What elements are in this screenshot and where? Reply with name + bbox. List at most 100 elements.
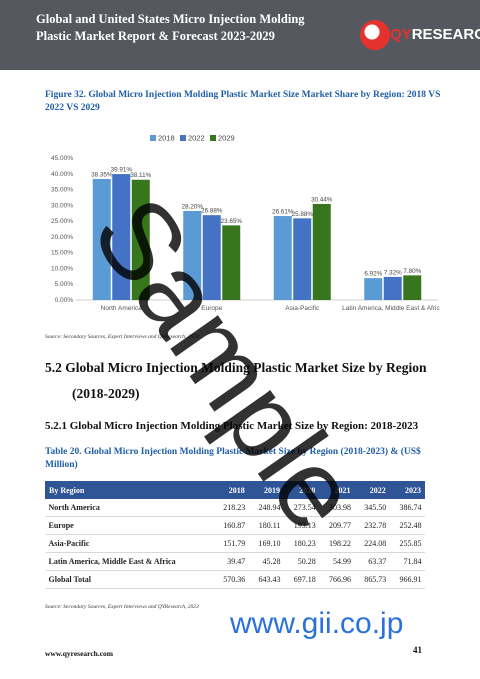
data-label: 23.65%	[221, 218, 243, 225]
table-row: Europe 160.87 180.11 193.13 209.77 232.78 252.…	[45, 516, 425, 535]
table-cell-region: North America	[45, 498, 214, 517]
bar	[183, 211, 202, 300]
table-source: Source: Secondary Sources, Expert Interv…	[45, 604, 199, 610]
table-cell-value: 232.78	[353, 516, 390, 535]
category-label: Latin America, Middle East & Africa	[342, 305, 440, 312]
table-cell-region: Europe	[45, 516, 214, 535]
table-cell-value: 198.22	[318, 534, 354, 553]
table-cell-value: 54.99	[318, 552, 354, 571]
table-cell-value: 643.43	[248, 570, 284, 589]
figure-source: Source: Secondary Sources, Expert Interv…	[45, 334, 199, 340]
data-label: 25.88%	[292, 211, 314, 218]
subsection-heading: 5.2.1 Global Micro Injection Molding Pla…	[45, 420, 419, 432]
bar	[364, 278, 383, 300]
column-header-year: 2021	[318, 481, 355, 499]
table-cell-value: 697.18	[283, 570, 319, 589]
bar	[383, 276, 402, 300]
legend-label: 2029	[218, 134, 235, 143]
data-label: 38.11%	[130, 172, 151, 179]
table-cell-value: 766.96	[318, 570, 354, 589]
table-cell-value: 570.36	[213, 570, 249, 589]
y-tick-label: 35.00%	[51, 187, 73, 194]
data-label: 7.80%	[403, 268, 421, 275]
bar	[202, 215, 221, 300]
logo-text: QYRESEARCH	[390, 26, 480, 43]
bar	[273, 216, 292, 300]
column-header-year: 2019	[247, 481, 284, 499]
y-tick-label: 40.00%	[51, 171, 73, 178]
category-label: Europe	[201, 305, 222, 312]
logo-mark-icon	[360, 20, 390, 50]
table-cell-value: 169.10	[248, 534, 284, 553]
data-label: 6.92%	[364, 271, 382, 278]
qyresearch-logo: QYRESEARCH	[360, 16, 480, 56]
y-tick-label: 10.00%	[51, 265, 73, 272]
table-cell-value: 255.85	[389, 534, 425, 553]
table-cell-value: 386.74	[389, 498, 425, 517]
table-cell-value: 50.28	[283, 552, 319, 571]
legend-swatch	[180, 135, 186, 141]
table-cell-value: 160.87	[213, 516, 249, 535]
table-cell-value: 966.91	[389, 570, 425, 589]
table-cell-value: 248.94	[248, 498, 284, 517]
column-header-year: 2023	[388, 481, 426, 499]
bar	[222, 225, 241, 300]
table-row: Latin America, Middle East & Africa 39.47…	[45, 552, 425, 571]
data-label: 26.61%	[272, 209, 294, 216]
table-cell-value: 180.11	[248, 516, 284, 535]
table-cell-region: Latin America, Middle East & Africa	[45, 552, 214, 571]
table-cell-value: 45.28	[248, 552, 284, 571]
section-heading: 5.2 Global Micro Injection Molding Plast…	[45, 360, 427, 375]
table-cell-region: Global Total	[45, 570, 214, 589]
category-label: Asia-Pacific	[285, 305, 320, 312]
y-tick-label: 0.00%	[55, 297, 74, 304]
column-header-region: By Region	[45, 481, 214, 499]
table-cell-value: 303.98	[318, 498, 354, 517]
y-tick-label: 45.00%	[51, 155, 73, 162]
table-cell-value: 345.50	[353, 498, 390, 517]
bar	[293, 218, 312, 300]
table-cell-value: 273.54	[283, 498, 319, 517]
table-cell-value: 865.73	[353, 570, 390, 589]
bar	[92, 178, 111, 300]
table-cell-value: 224.08	[353, 534, 390, 553]
bar	[131, 179, 150, 300]
column-header-year: 2018	[212, 481, 249, 499]
table-title: Table 20. Global Micro Injection Molding…	[45, 447, 421, 470]
figure-title: Figure 32. Global Micro Injection Moldin…	[45, 90, 441, 113]
table-cell-value: 252.48	[389, 516, 425, 535]
legend-label: 2018	[158, 134, 175, 143]
table-cell-value: 63.37	[353, 552, 390, 571]
table-row: North America 218.23 248.94 273.54 303.98 345…	[45, 498, 425, 517]
column-header-year: 2020	[282, 481, 320, 499]
table-cell-value: 193.13	[283, 516, 319, 535]
legend-swatch	[150, 135, 156, 141]
y-tick-label: 20.00%	[51, 234, 73, 241]
category-label: North America	[101, 305, 143, 312]
y-tick-label: 15.00%	[51, 250, 73, 257]
table-cell-value: 39.47	[213, 552, 249, 571]
legend-swatch	[210, 135, 216, 141]
data-label: 26.88%	[201, 208, 223, 215]
table-header-row: By Region 2018 2019 2020 2021 2022 2023	[45, 481, 426, 499]
market-size-table: By Region 2018 2019 2020 2021 2022 2023 North …	[45, 481, 426, 589]
page-number: 41	[413, 645, 422, 655]
data-label: 39.91%	[111, 167, 133, 174]
legend-label: 2022	[188, 134, 205, 143]
table-cell-value: 209.77	[318, 516, 354, 535]
table-cell-value: 180.23	[283, 534, 319, 553]
data-label: 38.35%	[91, 171, 113, 178]
bar	[312, 203, 331, 300]
report-title: Global and United States Micro Injection…	[36, 12, 305, 43]
table-cell-region: Asia-Pacific	[45, 534, 214, 553]
bar	[403, 275, 422, 300]
data-label: 30.44%	[311, 196, 333, 203]
y-tick-label: 5.00%	[55, 281, 74, 288]
report-header: Global and United States Micro Injection…	[0, 0, 480, 70]
table-cell-value: 71.84	[389, 552, 425, 571]
table-cell-value: 218.23	[213, 498, 249, 517]
data-label: 28.20%	[182, 204, 204, 211]
footer-url: www.qyresearch.com	[45, 649, 114, 658]
table-row: Asia-Pacific 151.79 169.10 180.23 198.22 224.…	[45, 534, 425, 553]
y-tick-label: 25.00%	[51, 218, 73, 225]
